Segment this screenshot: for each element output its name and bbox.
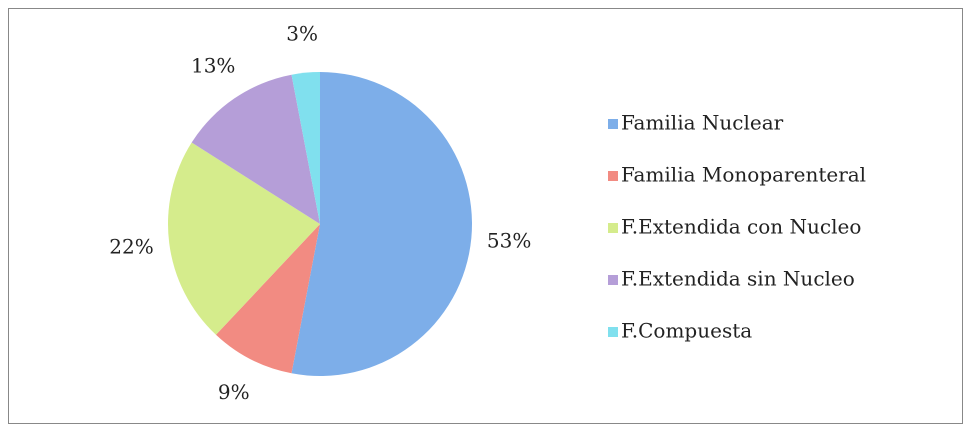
- data-label: 22%: [109, 234, 153, 258]
- legend-swatch: [608, 171, 618, 181]
- pie-slice: [291, 72, 320, 224]
- data-label: 53%: [487, 228, 531, 252]
- pie-slice: [291, 72, 472, 376]
- legend-label: Familia Monoparenteral: [621, 163, 866, 187]
- data-label: 9%: [218, 380, 250, 404]
- legend-label: F.Extendida sin Nucleo: [621, 267, 855, 291]
- chart-frame: [8, 8, 963, 424]
- pie-slice: [215, 224, 320, 374]
- legend-swatch: [608, 327, 618, 337]
- pie-slice: [167, 142, 320, 335]
- legend-label: F.Compuesta: [621, 319, 752, 343]
- data-label: 3%: [286, 21, 318, 45]
- pie-slice: [191, 74, 320, 224]
- legend-label: Familia Nuclear: [621, 111, 784, 135]
- data-label: 13%: [191, 53, 235, 77]
- legend-swatch: [608, 223, 618, 233]
- legend-label: F.Extendida con Nucleo: [621, 215, 861, 239]
- legend-swatch: [608, 119, 618, 129]
- legend-swatch: [608, 275, 618, 285]
